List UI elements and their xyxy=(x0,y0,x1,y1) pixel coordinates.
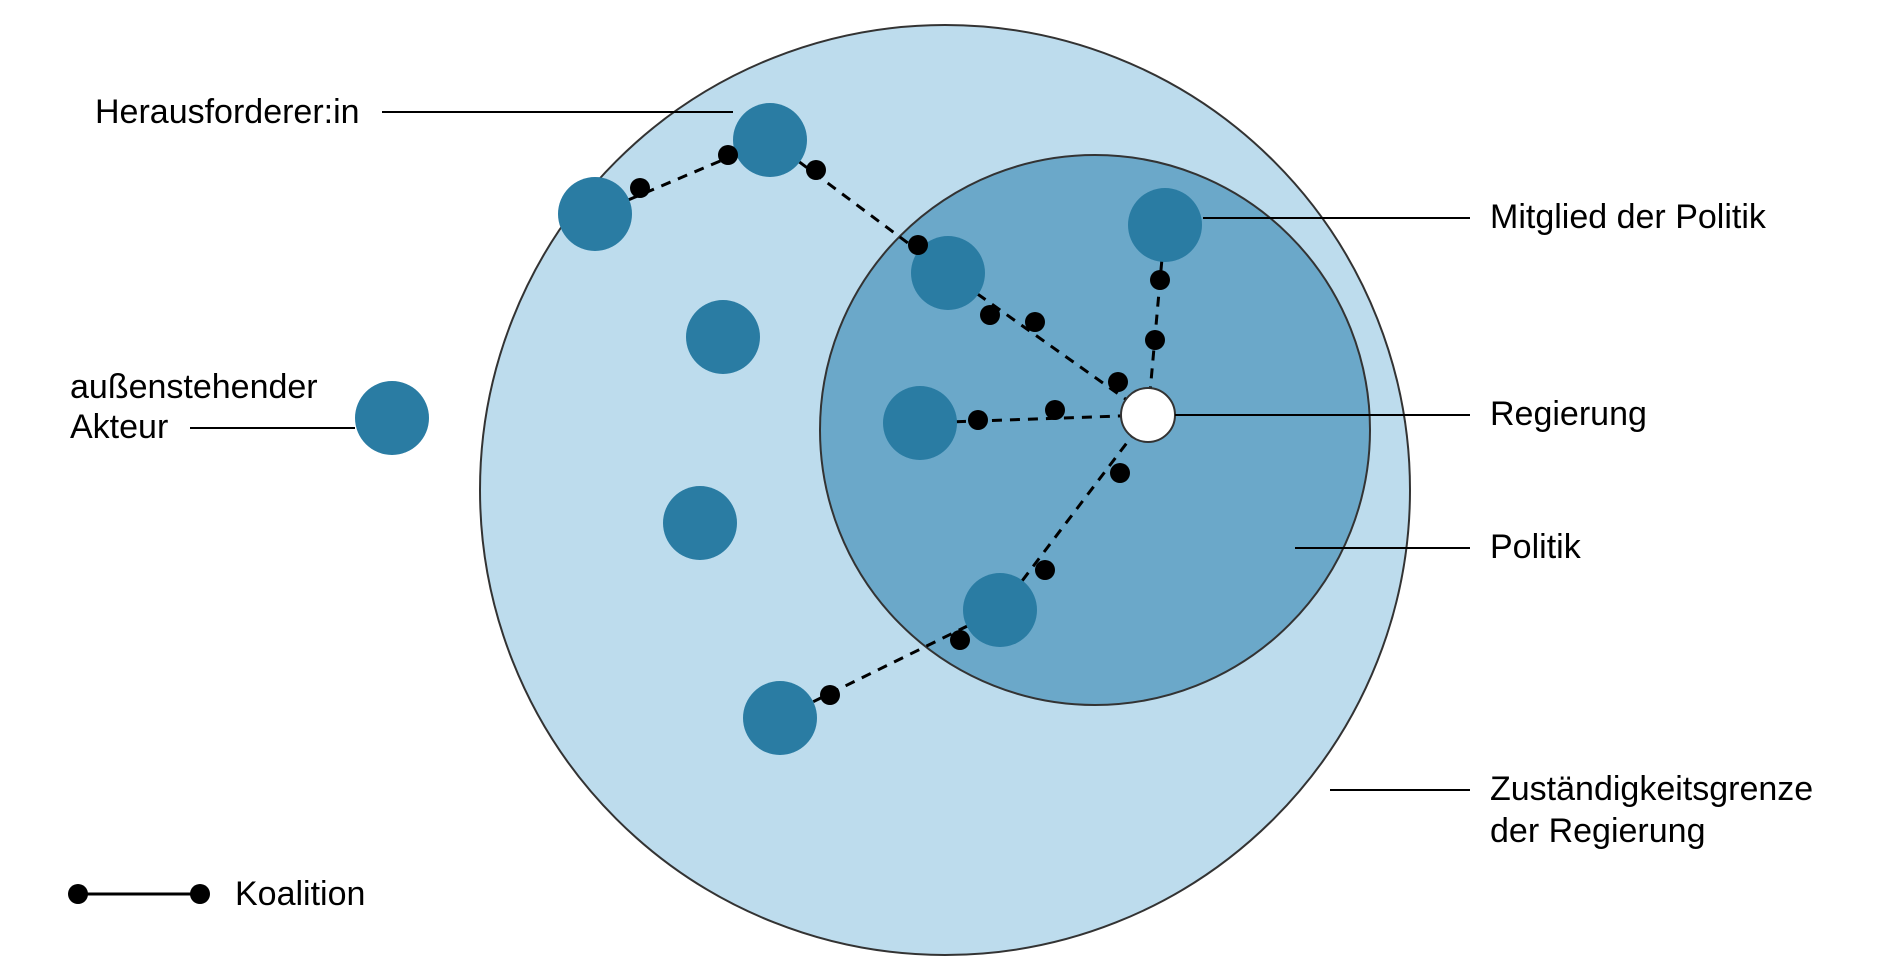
coalition-dot xyxy=(968,410,988,430)
label-government: Regierung xyxy=(1490,395,1647,433)
coalition-dot xyxy=(1045,400,1065,420)
coalition-dot xyxy=(1145,330,1165,350)
actor-node-outsider xyxy=(355,381,429,455)
label-coalition-legend: Koalition xyxy=(235,875,365,913)
legend-dot xyxy=(190,884,210,904)
coalition-dot xyxy=(718,145,738,165)
actor-node-memb-3 xyxy=(1128,188,1202,262)
coalition-dot xyxy=(806,160,826,180)
label-polity: Politik xyxy=(1490,528,1582,566)
government-node xyxy=(1121,388,1175,442)
coalition-dot xyxy=(1025,312,1045,332)
coalition-dot xyxy=(950,630,970,650)
actor-node-chall-d xyxy=(663,486,737,560)
coalition-dot xyxy=(630,178,650,198)
label-jurisdiction-line1: Zuständigkeitsgrenze xyxy=(1490,770,1813,808)
coalition-dot xyxy=(1108,372,1128,392)
label-outsider-line2: Akteur xyxy=(70,408,168,446)
polity-diagram: Herausforderer:in außenstehenderAkteur Mit… xyxy=(0,0,1890,980)
coalition-dot xyxy=(820,685,840,705)
coalition-dot xyxy=(1035,560,1055,580)
actor-node-chall-b xyxy=(733,103,807,177)
actor-node-chall-e xyxy=(743,681,817,755)
actor-node-chall-c xyxy=(686,300,760,374)
coalition-dot xyxy=(908,235,928,255)
actor-node-memb-2 xyxy=(883,386,957,460)
actor-node-chall-a xyxy=(558,177,632,251)
label-outsider-line1: außenstehender xyxy=(70,368,318,406)
coalition-dot xyxy=(1110,463,1130,483)
coalition-dot xyxy=(980,305,1000,325)
actor-node-memb-4 xyxy=(963,573,1037,647)
label-jurisdiction-line2: der Regierung xyxy=(1490,812,1705,850)
coalition-dot xyxy=(1150,270,1170,290)
legend-dot xyxy=(68,884,88,904)
label-challenger: Herausforderer:in xyxy=(95,93,360,131)
label-polity-member: Mitglied der Politik xyxy=(1490,198,1767,236)
